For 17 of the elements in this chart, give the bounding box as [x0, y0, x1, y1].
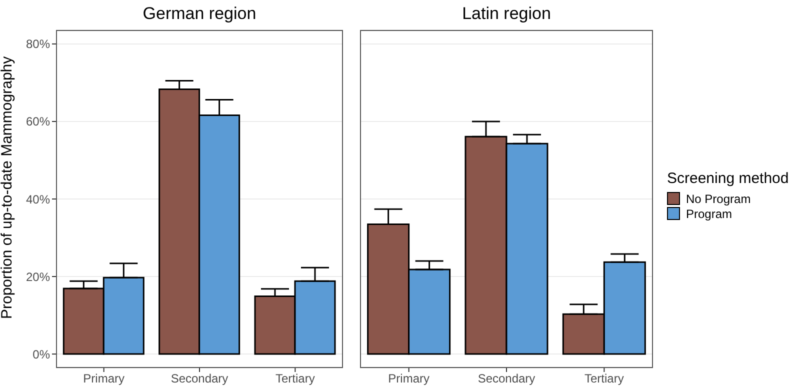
chart-title: Latin region [461, 4, 552, 24]
legend-label: Program [685, 206, 734, 221]
y-tick-label: 20% [26, 270, 50, 284]
x-tick-label: Secondary [478, 372, 536, 386]
legend-title: Screening method [667, 170, 790, 187]
x-tick-label: Primary [83, 372, 125, 386]
y-tick-label: 40% [26, 192, 50, 206]
x-tick-label: Tertiary [584, 372, 624, 386]
x-tick-label: Tertiary [275, 372, 315, 386]
chart-title: German region [142, 4, 258, 24]
y-tick-label: 0% [32, 347, 50, 362]
x-tick-label: Primary [388, 372, 430, 386]
x-tick-label: Secondary [170, 372, 228, 386]
legend-label: No Program [685, 191, 752, 206]
y-tick-label: 80% [26, 37, 50, 52]
y-axis-title: Proportion of up-to-date Mammography [0, 56, 16, 319]
y-tick-label: 60% [26, 114, 50, 129]
